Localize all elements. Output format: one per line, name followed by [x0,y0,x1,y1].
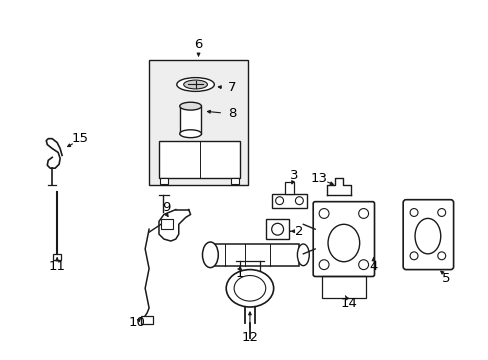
Ellipse shape [180,130,201,138]
Circle shape [437,252,445,260]
Text: 10: 10 [128,316,145,329]
Ellipse shape [414,219,440,254]
Bar [149,60,247,185]
Bar [265,219,289,239]
Circle shape [319,208,328,219]
Circle shape [275,197,283,204]
Bar [161,219,172,229]
Circle shape [437,208,445,216]
Ellipse shape [234,275,265,301]
Text: 14: 14 [340,297,357,310]
Text: 9: 9 [162,201,170,214]
Text: 8: 8 [227,107,236,120]
Bar [53,254,61,260]
FancyBboxPatch shape [402,200,453,270]
Text: 1: 1 [235,267,244,280]
Ellipse shape [202,242,218,267]
Text: 2: 2 [295,225,303,238]
Ellipse shape [327,224,359,262]
Text: 5: 5 [441,272,449,285]
Circle shape [409,252,417,260]
Text: 12: 12 [241,331,258,344]
Bar [322,276,365,298]
Circle shape [319,260,328,270]
Bar [271,194,306,208]
Ellipse shape [226,270,273,307]
Circle shape [409,208,417,216]
Text: 4: 4 [368,260,377,273]
Ellipse shape [177,78,214,91]
Circle shape [358,208,368,219]
Circle shape [271,223,283,235]
Text: 15: 15 [71,132,88,145]
Ellipse shape [180,102,201,110]
Text: 13: 13 [310,171,327,185]
Text: 3: 3 [289,168,298,181]
Text: 6: 6 [194,38,203,51]
Bar [210,244,299,266]
Bar [159,141,240,178]
Bar [231,178,239,184]
Bar [284,182,294,194]
Bar [160,178,167,184]
Circle shape [295,197,303,204]
Text: 11: 11 [48,260,65,273]
Ellipse shape [297,244,308,266]
Bar [141,316,153,324]
Ellipse shape [183,80,207,89]
Text: 7: 7 [227,81,236,94]
Bar [180,106,201,134]
Circle shape [358,260,368,270]
FancyBboxPatch shape [313,202,374,276]
